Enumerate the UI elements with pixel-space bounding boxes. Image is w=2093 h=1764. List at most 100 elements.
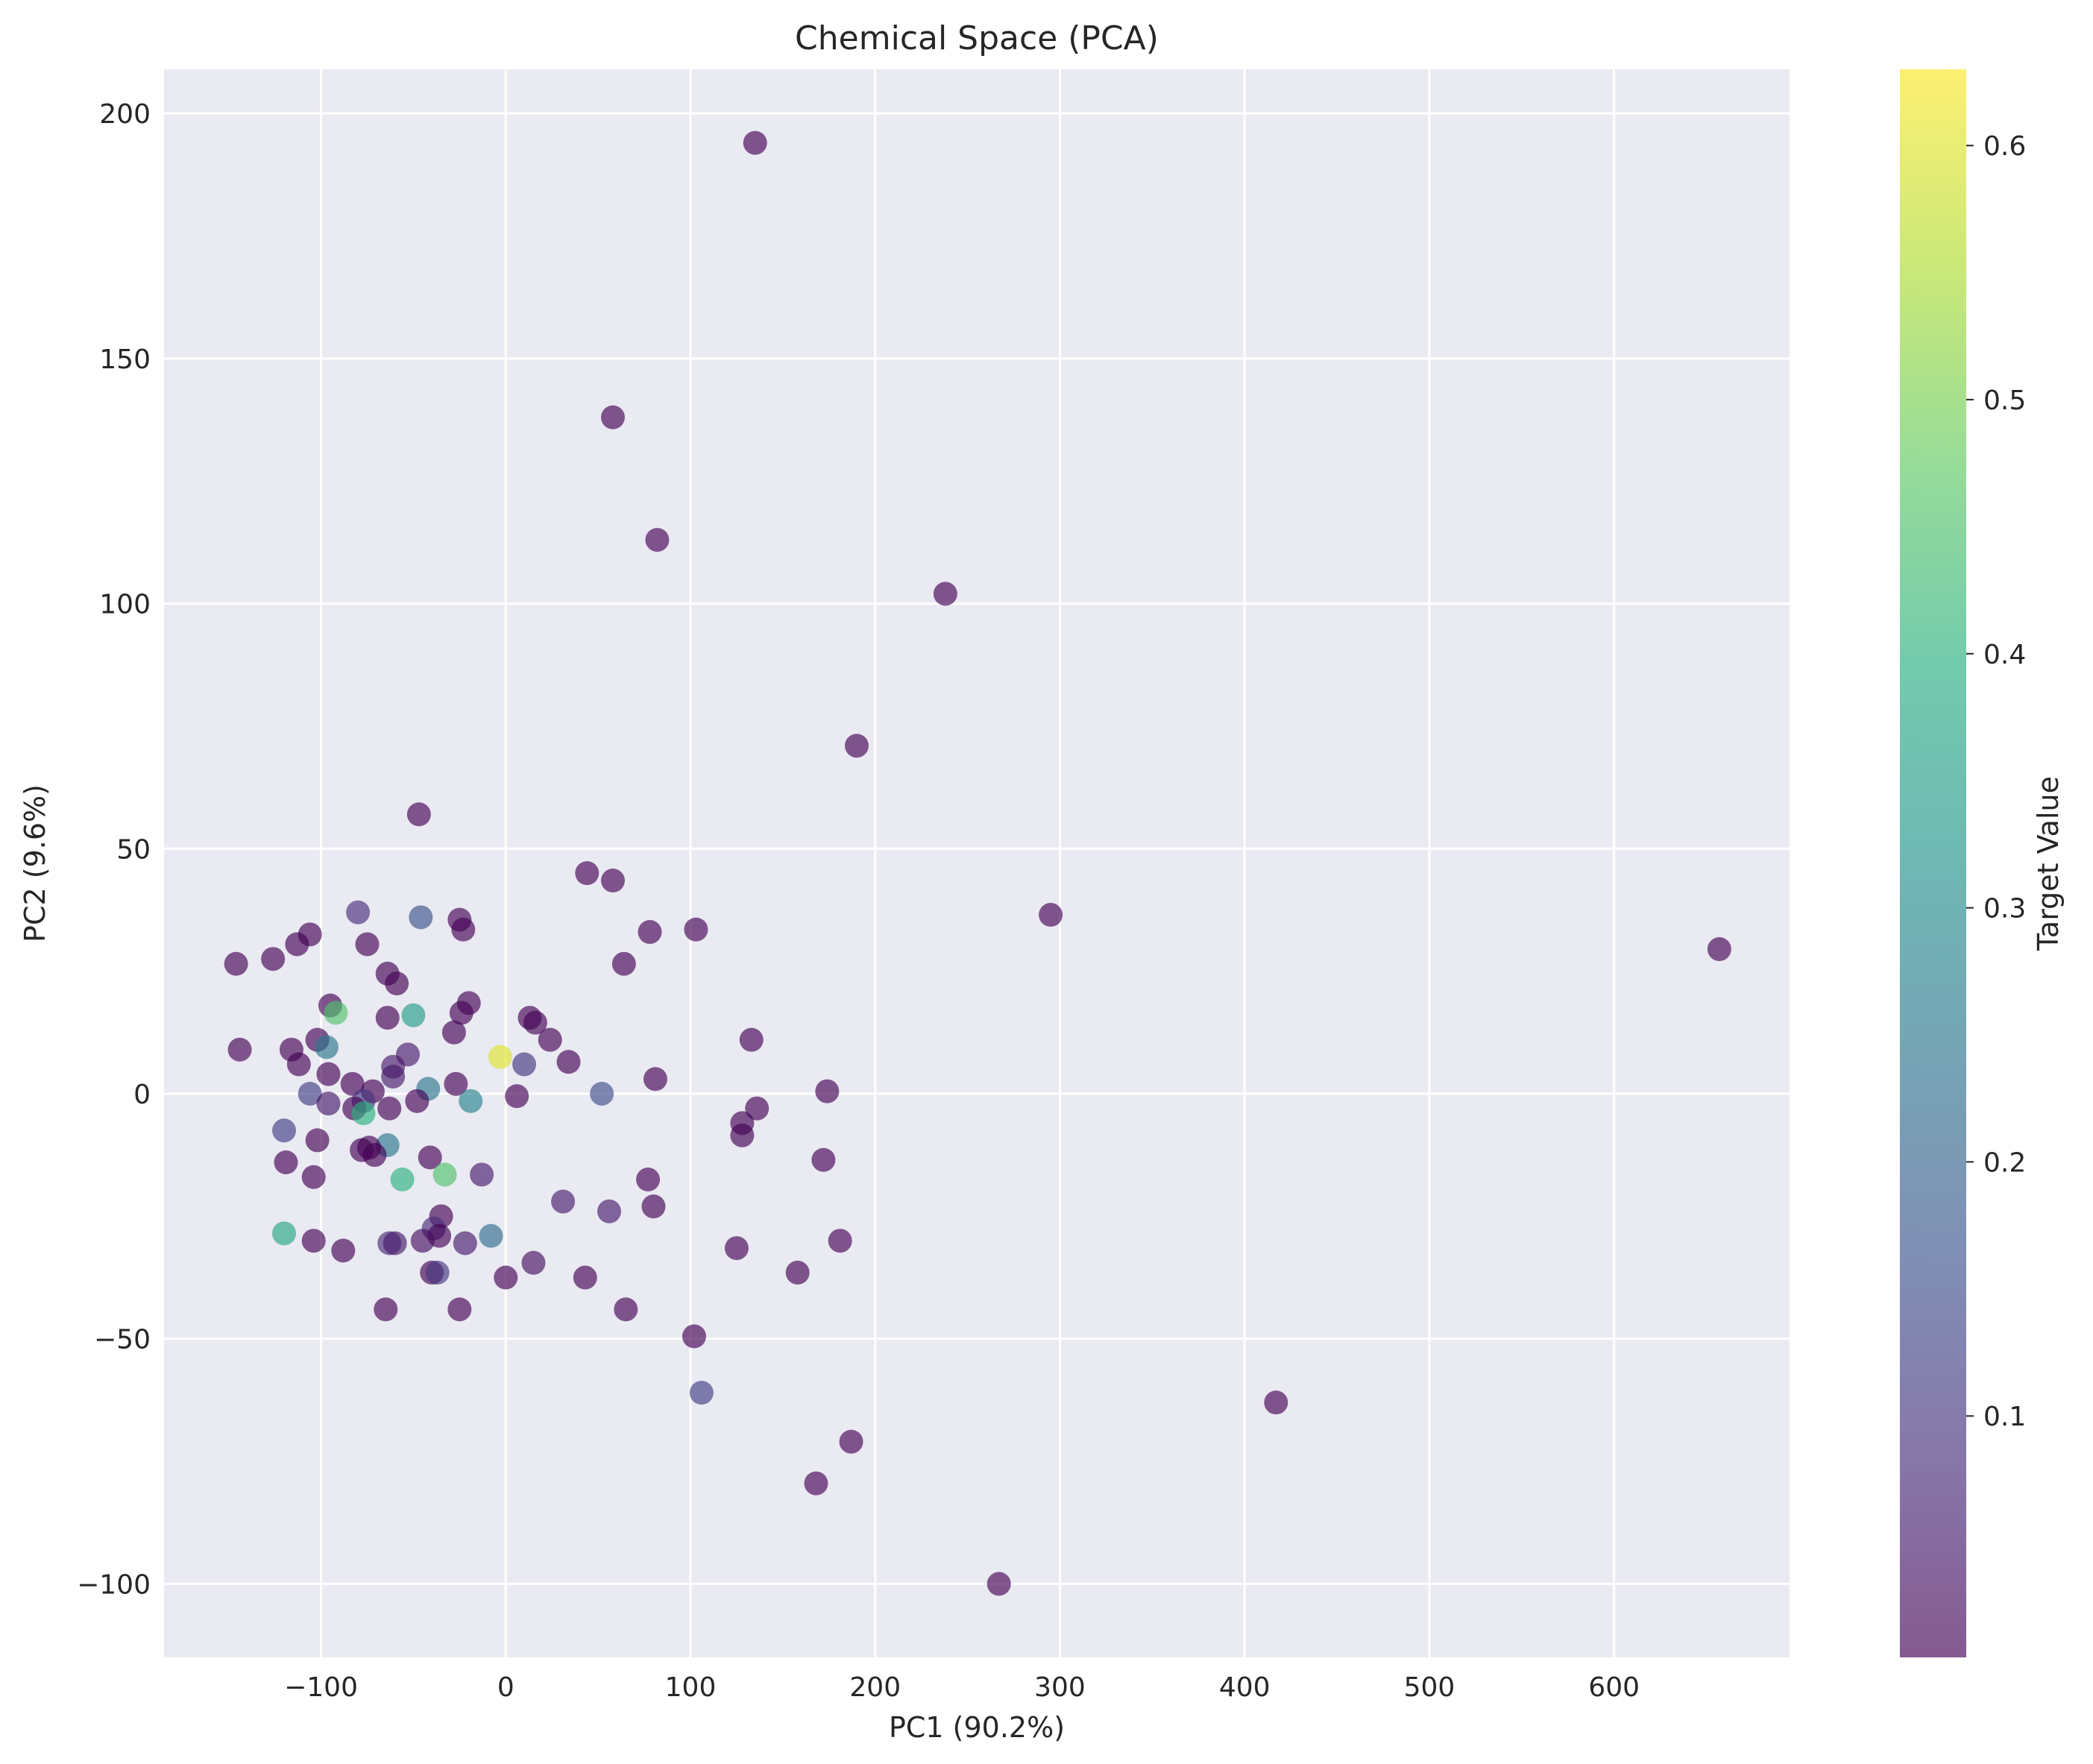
- plot-area: [164, 69, 1790, 1657]
- colorbar-label: Target Value: [2032, 776, 2065, 951]
- data-point: [987, 1572, 1011, 1596]
- x-tick-label: 100: [665, 1672, 717, 1703]
- data-point: [409, 905, 432, 929]
- x-axis-label: PC1 (90.2%): [889, 1711, 1065, 1744]
- colorbar-tick-label: 0.6: [1983, 131, 2026, 162]
- data-point: [590, 1082, 614, 1106]
- data-point: [1039, 903, 1063, 927]
- y-tick-label: −50: [94, 1325, 151, 1355]
- colorbar-tick-label: 0.2: [1983, 1147, 2026, 1178]
- colorbar-tick-label: 0.4: [1983, 640, 2026, 670]
- data-point: [426, 1261, 450, 1285]
- data-point: [315, 1036, 339, 1059]
- data-point: [302, 1229, 326, 1253]
- data-point: [612, 952, 636, 976]
- colorbar: [1900, 69, 1966, 1657]
- data-point: [381, 1065, 405, 1089]
- data-point: [224, 952, 248, 976]
- data-point: [682, 1324, 706, 1348]
- x-tick-label: −100: [284, 1672, 358, 1703]
- y-tick-label: 200: [99, 99, 151, 130]
- data-point: [274, 1150, 298, 1174]
- data-point: [385, 971, 409, 995]
- data-point: [512, 1053, 536, 1077]
- data-point: [470, 1162, 494, 1186]
- data-point: [614, 1297, 638, 1321]
- data-point: [352, 1101, 376, 1125]
- data-point: [391, 1168, 415, 1191]
- data-point: [641, 1194, 665, 1218]
- data-point: [272, 1221, 296, 1245]
- data-point: [287, 1053, 311, 1077]
- data-point: [505, 1084, 529, 1108]
- data-point: [601, 406, 625, 429]
- x-tick-label: 0: [497, 1672, 514, 1703]
- data-point: [557, 1050, 581, 1074]
- data-point: [828, 1229, 852, 1253]
- data-point: [346, 901, 370, 924]
- data-point: [331, 1238, 355, 1262]
- data-point: [1264, 1390, 1288, 1414]
- data-point: [786, 1261, 810, 1285]
- y-tick-label: 150: [99, 344, 151, 375]
- data-point: [376, 1006, 400, 1030]
- data-point: [488, 1045, 512, 1069]
- data-point: [743, 131, 767, 155]
- data-point: [377, 1097, 401, 1121]
- data-point: [401, 1004, 425, 1027]
- colorbar-tick-label: 0.1: [1983, 1402, 2026, 1432]
- data-point: [411, 1229, 435, 1253]
- data-point: [597, 1200, 621, 1223]
- data-point: [316, 1062, 340, 1086]
- data-point: [643, 1067, 667, 1091]
- data-point: [405, 1089, 429, 1113]
- y-tick-label: −100: [77, 1569, 151, 1600]
- data-point: [725, 1236, 749, 1260]
- data-point: [638, 920, 662, 944]
- colorbar-ticks: 0.1 0.2 0.3 0.4 0.5 0.6: [1966, 131, 2026, 1432]
- data-point: [356, 932, 380, 956]
- data-point: [324, 1001, 347, 1025]
- data-point: [451, 918, 475, 942]
- data-point: [804, 1472, 828, 1496]
- data-point: [306, 1128, 330, 1152]
- y-tick-labels: −100 −50 0 50 100 150 200: [77, 99, 151, 1600]
- data-point: [645, 528, 669, 552]
- data-point: [285, 932, 309, 956]
- data-point: [684, 918, 708, 942]
- data-point: [494, 1266, 517, 1290]
- data-point: [362, 1143, 386, 1167]
- data-point: [811, 1148, 835, 1172]
- data-point: [575, 861, 599, 885]
- data-point: [551, 1190, 575, 1214]
- data-point: [383, 1231, 407, 1255]
- data-point: [690, 1381, 714, 1405]
- data-point: [374, 1297, 397, 1321]
- y-axis-label: PC2 (9.6%): [19, 784, 51, 942]
- data-point: [840, 1430, 863, 1454]
- data-point: [730, 1124, 754, 1147]
- data-point: [1708, 937, 1731, 961]
- data-point: [538, 1028, 562, 1052]
- data-point: [601, 869, 625, 892]
- data-point: [934, 582, 957, 605]
- data-point: [845, 734, 869, 757]
- data-point: [261, 947, 285, 971]
- y-tick-label: 50: [116, 834, 151, 865]
- data-point: [459, 1089, 482, 1113]
- x-tick-label: 200: [849, 1672, 901, 1703]
- data-point: [521, 1251, 545, 1275]
- data-point: [272, 1118, 296, 1142]
- data-point: [815, 1080, 839, 1103]
- data-point: [302, 1165, 326, 1189]
- colorbar-tick-label: 0.3: [1983, 894, 2026, 924]
- data-point: [442, 1021, 466, 1045]
- data-point: [479, 1224, 503, 1248]
- data-point: [447, 1297, 471, 1321]
- data-point: [433, 1162, 457, 1186]
- x-tick-label: 300: [1034, 1672, 1086, 1703]
- data-point: [636, 1168, 660, 1191]
- x-tick-label: 400: [1219, 1672, 1271, 1703]
- x-tick-label: 600: [1588, 1672, 1640, 1703]
